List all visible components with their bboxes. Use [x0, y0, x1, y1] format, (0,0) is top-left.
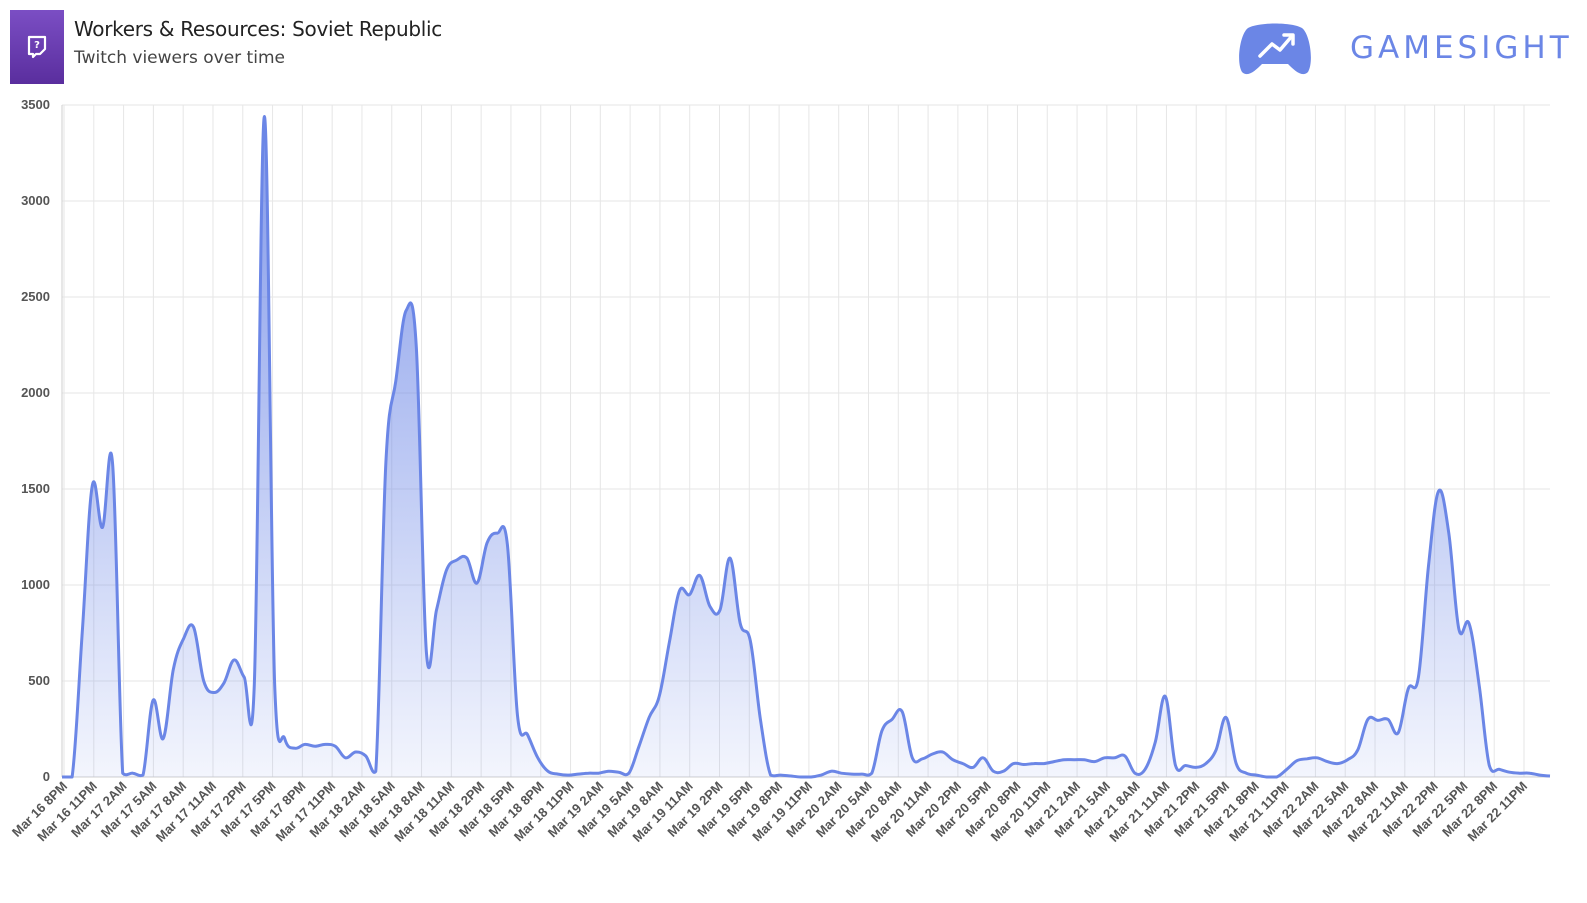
brand-name: GAMESIGHT [1350, 30, 1573, 66]
gamepad-icon [1239, 23, 1311, 75]
svg-text:?: ? [34, 40, 40, 51]
y-tick-labels: 0 500 1000 1500 2000 2500 3000 3500 [21, 97, 50, 784]
y-tick-label: 3500 [21, 97, 50, 112]
twitch-icon: ? [27, 35, 47, 59]
y-tick-label: 1000 [21, 577, 50, 592]
viewers-line [62, 115, 1551, 779]
y-tick-label: 2500 [21, 289, 50, 304]
y-tick-label: 2000 [21, 385, 50, 400]
y-gridlines [62, 104, 1550, 778]
page-subtitle: Twitch viewers over time [74, 48, 285, 68]
y-tick-label: 1500 [21, 481, 50, 496]
y-tick-label: 500 [28, 673, 50, 688]
y-tick-label: 3000 [21, 193, 50, 208]
x-gridlines [63, 105, 1525, 777]
twitch-icon-badge: ? [10, 10, 64, 84]
viewers-area [62, 116, 1550, 777]
page-title: Workers & Resources: Soviet Republic [74, 17, 442, 41]
y-tick-label: 0 [43, 769, 50, 784]
axis-lines [61, 105, 1550, 778]
